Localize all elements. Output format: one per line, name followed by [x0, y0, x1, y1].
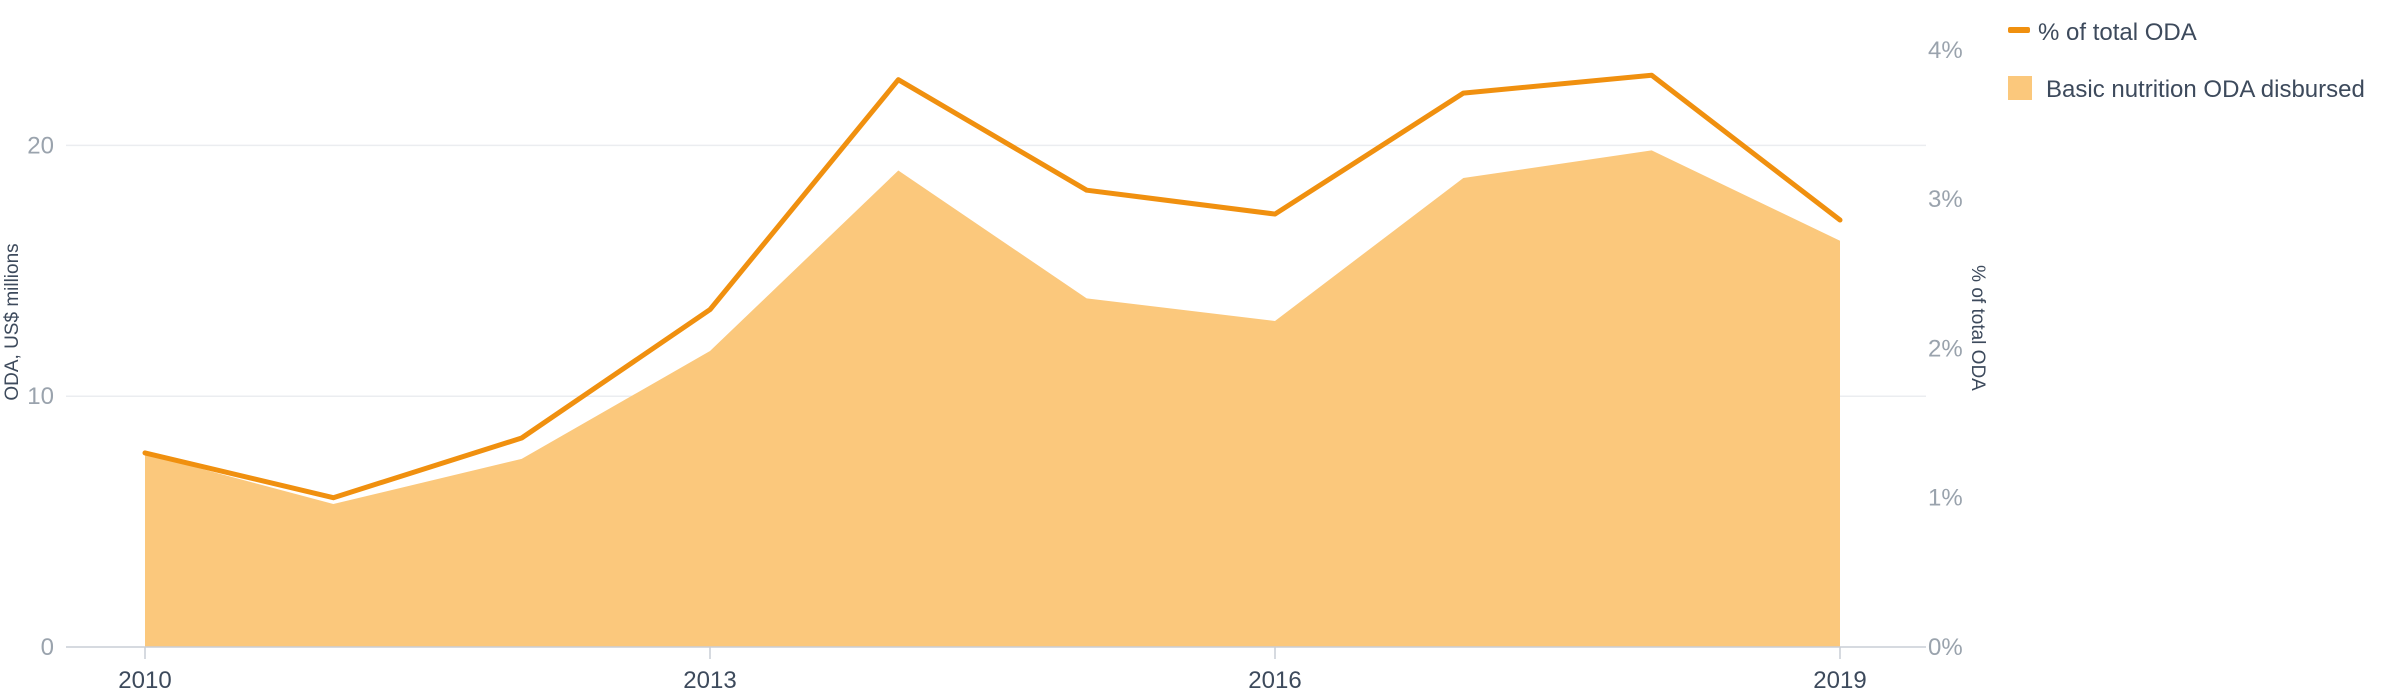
line-point-2011[interactable] [323, 488, 343, 508]
line-point-2013[interactable] [700, 300, 720, 320]
right-axis-ticks: 0% 1% 2% 3% 4% [1928, 37, 1963, 661]
right-axis-title: % of total ODA [1967, 265, 1988, 391]
line-point-2014[interactable] [888, 70, 908, 90]
right-tick-label-2: 2% [1928, 335, 1963, 362]
left-tick-label-1: 10 [27, 383, 54, 410]
line-point-2017[interactable] [1453, 83, 1473, 103]
line-point-2016[interactable] [1265, 204, 1285, 224]
area-point-2014[interactable] [888, 160, 908, 180]
left-axis-title: ODA, US$ millions [2, 243, 23, 400]
legend: % of total ODA Basic nutrition ODA disbu… [2008, 19, 2365, 103]
left-tick-label-2: 20 [27, 132, 54, 159]
line-point-2010[interactable] [135, 443, 155, 463]
x-tick-label-1: 2013 [683, 667, 736, 694]
area-series [145, 140, 1850, 647]
left-tick-label-0: 0 [41, 634, 54, 661]
legend-item-area[interactable]: Basic nutrition ODA disbursed [2008, 76, 2365, 103]
line-point-2019[interactable] [1830, 210, 1850, 230]
legend-area-swatch [2008, 76, 2032, 100]
line-point-2015[interactable] [1077, 180, 1097, 200]
right-tick-label-3: 3% [1928, 186, 1963, 213]
legend-area-label: Basic nutrition ODA disbursed [2046, 76, 2365, 103]
area-basic-nutrition-oda[interactable] [145, 150, 1840, 647]
line-series [135, 65, 1850, 508]
area-point-2012[interactable] [512, 449, 532, 469]
line-pct-total-oda[interactable] [142, 72, 1843, 501]
legend-line-swatch [2008, 27, 2030, 33]
x-tick-label-3: 2019 [1813, 667, 1866, 694]
right-tick-label-4: 4% [1928, 37, 1963, 64]
legend-line-label: % of total ODA [2038, 19, 2197, 46]
line-point-2012[interactable] [512, 428, 532, 448]
x-tick-label-0: 2010 [118, 667, 171, 694]
right-tick-label-1: 1% [1928, 485, 1963, 512]
legend-item-line[interactable]: % of total ODA [2008, 19, 2197, 46]
x-axis-ticks: 2010 2013 2016 2019 [118, 647, 1867, 694]
x-tick-label-2: 2016 [1248, 667, 1301, 694]
line-point-2018[interactable] [1642, 65, 1662, 85]
area-point-2013[interactable] [700, 341, 720, 361]
left-axis-ticks: 0 10 20 [27, 132, 54, 661]
area-point-2016[interactable] [1265, 311, 1285, 331]
area-point-2019[interactable] [1830, 231, 1850, 251]
area-point-2018[interactable] [1642, 140, 1662, 160]
area-point-2015[interactable] [1077, 288, 1097, 308]
right-tick-label-0: 0% [1928, 634, 1963, 661]
area-point-2017[interactable] [1453, 168, 1473, 188]
